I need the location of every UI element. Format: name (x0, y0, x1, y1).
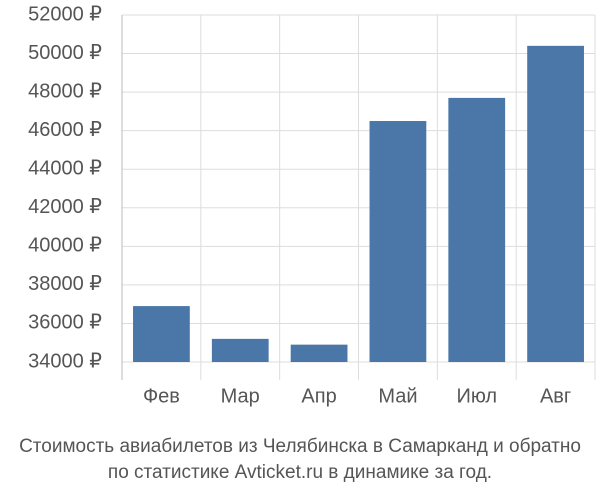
x-tick-label: Апр (301, 385, 336, 407)
y-tick-label: 42000 ₽ (28, 196, 102, 218)
bar (211, 338, 269, 362)
x-tick-label: Мар (221, 385, 260, 407)
x-tick-label: Май (378, 385, 417, 407)
y-tick-label: 52000 ₽ (28, 3, 102, 25)
y-tick-label: 36000 ₽ (28, 312, 102, 334)
y-tick-label: 40000 ₽ (28, 235, 102, 257)
bar (448, 97, 506, 363)
bar (369, 121, 427, 363)
y-tick-label: 34000 ₽ (28, 350, 102, 372)
x-tick-label: Авг (540, 385, 571, 407)
x-tick-label: Фев (143, 385, 180, 407)
bar (133, 306, 190, 362)
y-tick-label: 44000 ₽ (28, 158, 102, 180)
y-tick-label: 48000 ₽ (28, 80, 102, 102)
x-tick-label: Июл (456, 385, 497, 407)
y-tick-label: 50000 ₽ (28, 42, 102, 64)
chart-title: Стоимость авиабилетов из Челябинска в Са… (19, 436, 581, 457)
y-tick-label: 38000 ₽ (28, 273, 102, 295)
bar (290, 344, 348, 362)
bar (527, 45, 584, 362)
chart-subtitle: по статистике Avticket.ru в динамике за … (108, 462, 492, 483)
y-tick-label: 46000 ₽ (28, 119, 102, 141)
